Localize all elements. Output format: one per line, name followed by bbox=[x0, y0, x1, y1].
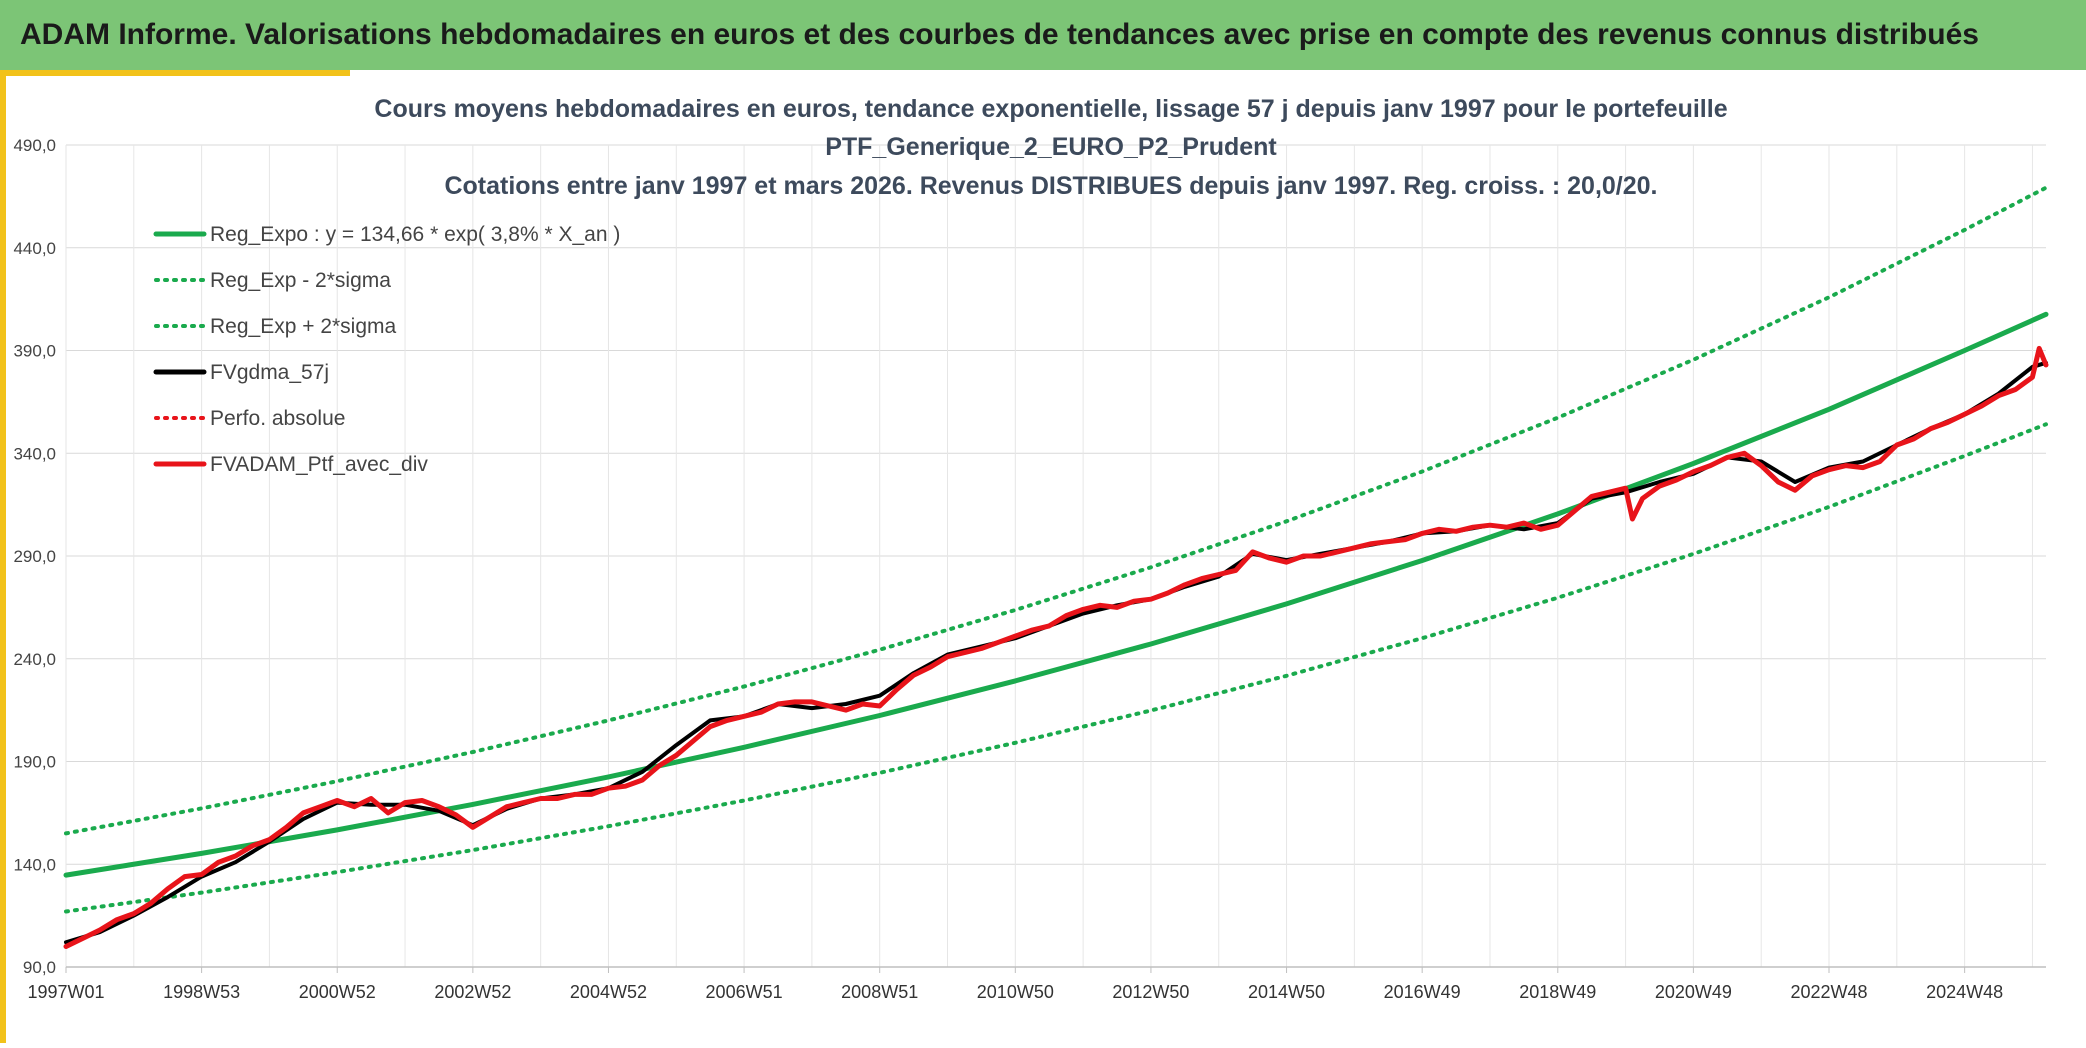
y-tick-label: 340,0 bbox=[13, 444, 56, 463]
legend-label: FVgdma_57j bbox=[210, 361, 329, 384]
accent-side-bar bbox=[0, 70, 6, 1043]
regression-line bbox=[63, 311, 2049, 878]
x-tick-label: 1997W01 bbox=[27, 982, 104, 1002]
x-tick-label: 2010W50 bbox=[977, 982, 1054, 1002]
legend-label: FVADAM_Ptf_avec_div bbox=[210, 453, 428, 476]
header-banner: ADAM Informe. Valorisations hebdomadaire… bbox=[0, 0, 2086, 70]
x-tick-label: 2012W50 bbox=[1112, 982, 1189, 1002]
accent-bar bbox=[0, 70, 350, 76]
header-title: ADAM Informe. Valorisations hebdomadaire… bbox=[20, 18, 1979, 51]
x-tick-label: 2008W51 bbox=[841, 982, 918, 1002]
legend-label: Reg_Exp + 2*sigma bbox=[210, 315, 397, 338]
legend-label: Reg_Expo : y = 134,66 * exp( 3,8% * X_an… bbox=[210, 223, 620, 246]
portfolio-line bbox=[63, 345, 2049, 949]
y-tick-label: 90,0 bbox=[23, 958, 56, 977]
x-tick-label: 2000W52 bbox=[299, 982, 376, 1002]
legend-label: Reg_Exp - 2*sigma bbox=[210, 269, 391, 292]
y-tick-label: 190,0 bbox=[13, 753, 56, 772]
lower-band-line bbox=[64, 422, 2048, 914]
grid bbox=[65, 144, 2046, 968]
x-tick-label: 2018W49 bbox=[1519, 982, 1596, 1002]
series-layer bbox=[63, 185, 2049, 949]
plot-background bbox=[6, 76, 2086, 1043]
x-tick-label: 2004W52 bbox=[570, 982, 647, 1002]
y-tick-label: 240,0 bbox=[13, 650, 56, 669]
x-tick-label: 2016W49 bbox=[1384, 982, 1461, 1002]
x-tick-label: 2014W50 bbox=[1248, 982, 1325, 1002]
x-tick-label: 2002W52 bbox=[434, 982, 511, 1002]
y-tick-label: 490,0 bbox=[13, 136, 56, 155]
x-tick-label: 2022W48 bbox=[1790, 982, 1867, 1002]
x-axis: 1997W01 1998W53 2000W52 2002W52 2004W52 2006W… bbox=[27, 967, 2003, 1002]
legend: Reg_Expo : y = 134,66 * exp( 3,8% * X_an… bbox=[153, 223, 620, 476]
legend-label: Perfo. absolue bbox=[210, 407, 345, 430]
y-tick-label: 390,0 bbox=[13, 342, 56, 361]
x-tick-label: 2006W51 bbox=[706, 982, 783, 1002]
chart-title-line-3: Cotations entre janv 1997 et mars 2026. … bbox=[444, 172, 1657, 200]
y-tick-label: 440,0 bbox=[13, 239, 56, 258]
y-tick-label: 140,0 bbox=[13, 855, 56, 874]
x-tick-label: 1998W53 bbox=[163, 982, 240, 1002]
x-tick-label: 2020W49 bbox=[1655, 982, 1732, 1002]
chart-title-line-2: PTF_Generique_2_EURO_P2_Prudent bbox=[825, 133, 1277, 161]
upper-band-line bbox=[64, 185, 2048, 836]
line-chart: 90,0 140,0 190,0 240,0 290,0 340,0 390,0 440,0 4… bbox=[6, 76, 2086, 1043]
chart-title: Cours moyens hebdomadaires en euros, ten… bbox=[374, 95, 1727, 200]
y-tick-label: 290,0 bbox=[13, 547, 56, 566]
y-axis: 90,0 140,0 190,0 240,0 290,0 340,0 390,0 440,0 4… bbox=[13, 136, 56, 977]
x-tick-label: 2024W48 bbox=[1926, 982, 2003, 1002]
chart-title-line-1: Cours moyens hebdomadaires en euros, ten… bbox=[374, 95, 1727, 123]
chart-area: 90,0 140,0 190,0 240,0 290,0 340,0 390,0 440,0 4… bbox=[6, 76, 2086, 1043]
